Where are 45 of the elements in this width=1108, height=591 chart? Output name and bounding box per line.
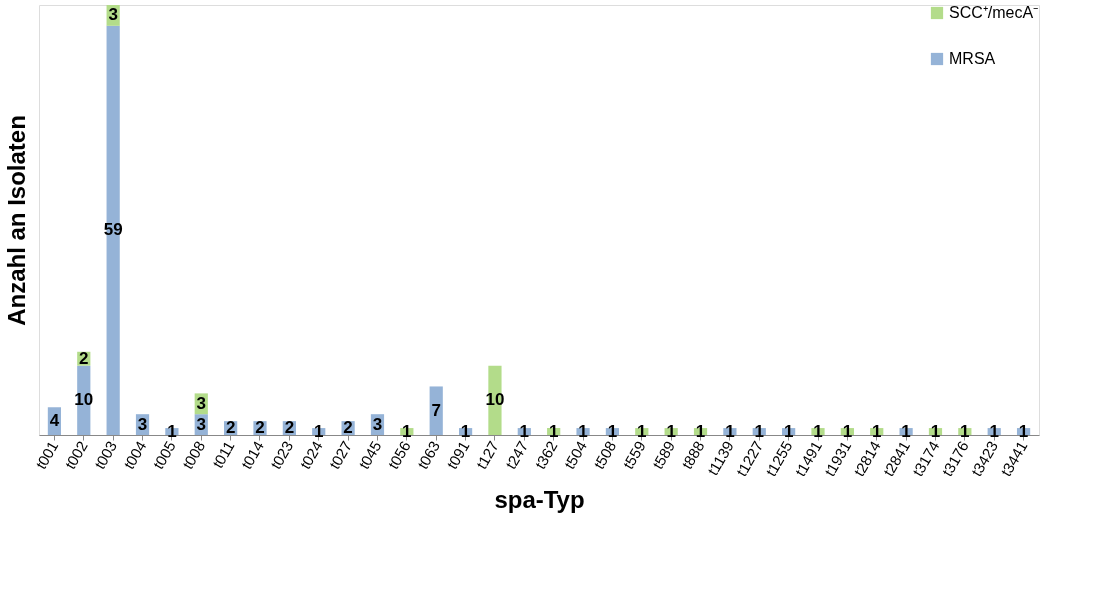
bar <box>488 365 502 435</box>
data-label: 2 <box>79 348 89 368</box>
data-label: 1 <box>783 421 794 441</box>
data-label: 4 <box>49 411 60 431</box>
data-label: 7 <box>431 400 441 420</box>
bar <box>429 386 443 435</box>
data-label: 2 <box>255 418 265 438</box>
data-label: 2 <box>225 418 236 438</box>
data-label: 1 <box>989 421 999 441</box>
data-label: 1 <box>960 421 970 441</box>
data-label: 1 <box>607 421 618 441</box>
legend-label: SCC⁺/mecA⁻ <box>949 4 1039 21</box>
data-label: 1 <box>314 421 324 441</box>
data-label: 2 <box>343 418 353 438</box>
data-label: 1 <box>901 421 911 441</box>
legend-label: MRSA <box>949 50 996 67</box>
data-label: 1 <box>578 421 588 441</box>
data-label: 1 <box>754 421 764 441</box>
data-label: 2 <box>284 418 295 438</box>
data-label: 1 <box>167 421 177 441</box>
data-label: 3 <box>196 414 206 434</box>
data-label: 1 <box>813 421 823 441</box>
data-label: 1 <box>548 421 559 441</box>
data-label: 1 <box>930 421 941 441</box>
data-label: 59 <box>103 220 123 240</box>
data-label: 1 <box>637 421 647 441</box>
y-axis-title: Anzahl an Isolaten <box>2 115 30 326</box>
bar <box>106 25 120 435</box>
data-label: 1 <box>695 421 706 441</box>
data-label: 3 <box>108 5 118 25</box>
data-label: 1 <box>1018 421 1029 441</box>
data-label: 10 <box>485 390 505 410</box>
data-label: 3 <box>196 393 206 413</box>
data-label: 1 <box>402 421 412 441</box>
x-axis-title: spa-Typ <box>494 486 585 514</box>
data-label: 1 <box>460 421 471 441</box>
data-label: 10 <box>74 390 94 410</box>
data-label: 1 <box>872 421 882 441</box>
data-label: 1 <box>519 421 530 441</box>
data-label: 3 <box>372 414 383 434</box>
data-label: 1 <box>666 421 676 441</box>
data-label: 1 <box>842 421 853 441</box>
data-label: 3 <box>137 414 148 434</box>
data-label: 1 <box>725 421 735 441</box>
x-tick-label: t011 <box>208 438 238 471</box>
